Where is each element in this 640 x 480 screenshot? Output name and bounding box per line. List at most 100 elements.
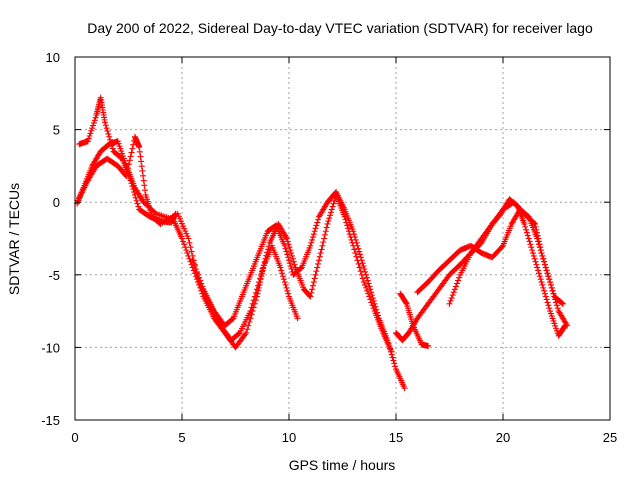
data-point <box>525 235 532 242</box>
data-point <box>104 128 111 135</box>
data-point <box>537 244 544 251</box>
data-point <box>538 250 545 257</box>
data-point <box>123 173 130 180</box>
data-layer <box>74 94 571 392</box>
data-point <box>89 125 96 132</box>
data-point <box>101 119 108 126</box>
data-point <box>312 271 319 278</box>
data-point <box>541 290 548 297</box>
data-point <box>250 297 257 304</box>
data-point <box>130 141 137 148</box>
data-point <box>354 242 361 249</box>
data-point <box>285 254 292 261</box>
data-point <box>102 122 109 129</box>
data-point <box>330 200 337 207</box>
data-point <box>316 253 323 260</box>
data-point <box>529 247 536 254</box>
data-point <box>546 276 553 283</box>
data-point <box>352 236 359 243</box>
data-point <box>281 242 288 249</box>
data-point <box>358 257 365 264</box>
chart-title: Day 200 of 2022, Sidereal Day-to-day VTE… <box>87 20 593 36</box>
data-point <box>539 252 546 259</box>
data-point <box>390 357 397 364</box>
data-point <box>361 281 368 288</box>
data-point <box>182 244 189 251</box>
data-point <box>281 279 288 286</box>
data-point <box>452 283 459 290</box>
x-tick-label: 10 <box>282 430 296 445</box>
data-point <box>289 255 296 262</box>
data-point <box>351 246 358 253</box>
data-point <box>451 286 458 293</box>
data-point <box>551 293 558 300</box>
data-point <box>277 264 284 271</box>
data-point <box>183 247 190 254</box>
data-point <box>391 360 398 367</box>
data-point <box>372 303 379 310</box>
data-point <box>252 289 259 296</box>
data-point <box>547 281 554 288</box>
data-point <box>286 244 293 251</box>
data-point <box>373 306 380 313</box>
data-point <box>85 135 92 142</box>
data-point <box>313 268 320 275</box>
data-point <box>315 260 322 267</box>
data-point <box>141 187 148 194</box>
data-point <box>262 255 269 262</box>
data-point <box>446 300 453 307</box>
data-point <box>537 276 544 283</box>
data-point <box>524 232 531 239</box>
data-point <box>329 203 336 210</box>
axis-layer: 0 5 10 15 20 25 -15 -10 -5 0 5 10 <box>41 50 617 445</box>
data-point <box>180 238 187 245</box>
data-point <box>191 263 198 270</box>
data-point <box>280 276 287 283</box>
data-point <box>138 163 145 170</box>
data-point <box>534 229 541 236</box>
data-point <box>327 209 334 216</box>
data-point <box>253 286 260 293</box>
data-point <box>521 220 528 227</box>
data-point <box>356 248 363 255</box>
data-point <box>282 245 289 252</box>
data-point <box>285 290 292 297</box>
data-point <box>355 245 362 252</box>
data-point <box>530 252 537 259</box>
y-tick-label: 10 <box>46 50 60 65</box>
data-point <box>550 290 557 297</box>
data-point <box>352 250 359 257</box>
data-point <box>448 295 455 302</box>
data-point <box>310 231 317 238</box>
data-point <box>359 275 366 282</box>
data-point <box>540 284 547 291</box>
data-point <box>327 212 334 219</box>
data-point <box>363 284 370 291</box>
data-point <box>449 292 456 299</box>
data-point <box>290 258 297 265</box>
data-point <box>356 264 363 271</box>
data-point <box>307 293 314 300</box>
data-point <box>544 270 551 277</box>
data-point <box>534 264 541 271</box>
data-point <box>360 279 367 286</box>
data-point <box>313 222 320 229</box>
data-point <box>189 257 196 264</box>
data-point <box>125 165 132 172</box>
data-point <box>103 125 110 132</box>
data-point <box>541 287 548 294</box>
data-point <box>308 239 315 246</box>
data-point <box>357 268 364 275</box>
data-point <box>249 300 256 307</box>
data-point <box>523 226 530 233</box>
data-point <box>532 258 539 265</box>
data-point <box>388 351 395 358</box>
data-point <box>545 302 552 309</box>
data-point <box>450 289 457 296</box>
data-point <box>261 259 268 266</box>
data-point <box>559 300 566 307</box>
data-point <box>353 253 360 260</box>
data-point <box>184 250 191 257</box>
data-point <box>564 322 571 329</box>
data-point <box>287 263 294 270</box>
